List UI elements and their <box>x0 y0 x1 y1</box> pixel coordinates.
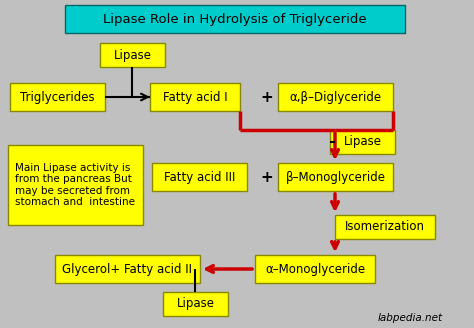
Text: Fatty acid I: Fatty acid I <box>163 91 228 104</box>
FancyBboxPatch shape <box>152 163 247 191</box>
Text: Lipase: Lipase <box>176 297 215 311</box>
FancyBboxPatch shape <box>8 145 143 225</box>
Text: Triglycerides: Triglycerides <box>20 91 95 104</box>
Text: Isomerization: Isomerization <box>345 220 425 234</box>
Text: Lipase Role in Hydrolysis of Triglyceride: Lipase Role in Hydrolysis of Triglycerid… <box>103 12 367 26</box>
Text: Lipase: Lipase <box>344 135 382 149</box>
Text: Glycerol+ Fatty acid II: Glycerol+ Fatty acid II <box>63 262 192 276</box>
Text: β–Monoglyceride: β–Monoglyceride <box>285 171 385 183</box>
Text: +: + <box>261 170 273 184</box>
Text: α,β–Diglyceride: α,β–Diglyceride <box>290 91 382 104</box>
FancyBboxPatch shape <box>150 83 240 111</box>
FancyBboxPatch shape <box>330 130 395 154</box>
FancyBboxPatch shape <box>100 43 165 67</box>
FancyBboxPatch shape <box>278 163 393 191</box>
FancyBboxPatch shape <box>10 83 105 111</box>
Text: α–Monoglyceride: α–Monoglyceride <box>265 262 365 276</box>
FancyBboxPatch shape <box>65 5 405 33</box>
Text: labpedia.net: labpedia.net <box>377 313 443 323</box>
FancyBboxPatch shape <box>335 215 435 239</box>
Text: Lipase: Lipase <box>113 49 152 62</box>
FancyBboxPatch shape <box>278 83 393 111</box>
FancyBboxPatch shape <box>163 292 228 316</box>
Text: +: + <box>261 90 273 105</box>
Text: Fatty acid III: Fatty acid III <box>164 171 235 183</box>
FancyBboxPatch shape <box>255 255 375 283</box>
FancyBboxPatch shape <box>55 255 200 283</box>
Text: Main Lipase activity is
from the pancreas But
may be secreted from
stomach and  : Main Lipase activity is from the pancrea… <box>16 163 136 207</box>
